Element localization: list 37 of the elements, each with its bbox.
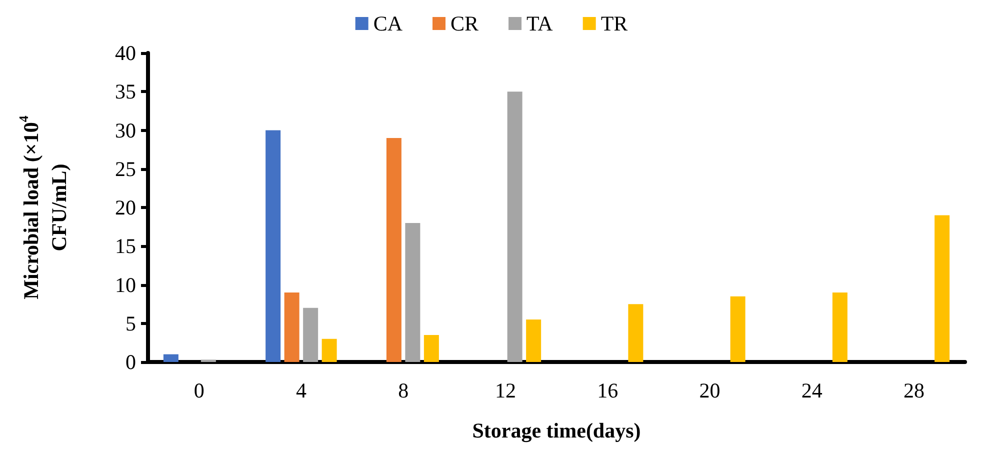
y-tick-label: 40 <box>115 41 136 65</box>
bar <box>832 292 848 362</box>
y-tick-label: 25 <box>115 156 136 181</box>
x-tick-label: 8 <box>398 378 409 402</box>
legend-label: TA <box>526 12 554 36</box>
bar <box>266 130 281 362</box>
bar <box>303 308 318 362</box>
bar <box>934 215 950 362</box>
legend-label: TR <box>600 12 628 36</box>
x-tick-label: 28 <box>903 378 924 402</box>
y-tick-label: 10 <box>115 272 136 297</box>
y-tick-label: 0 <box>126 350 136 374</box>
x-tick-label: 20 <box>699 378 720 402</box>
y-tick-label: 5 <box>126 311 136 336</box>
bar <box>405 222 420 362</box>
bar <box>628 304 644 362</box>
y-tick-label: 15 <box>115 234 136 258</box>
bar <box>424 334 439 362</box>
bar <box>284 292 300 362</box>
y-tick-label: 35 <box>115 80 136 104</box>
x-tick-label: 12 <box>494 378 516 402</box>
x-tick-label: 24 <box>801 378 823 402</box>
x-axis-title: Storage time(days) <box>472 418 641 442</box>
x-tick-label: 4 <box>296 378 307 402</box>
bar <box>526 320 542 362</box>
y-tick-label: 30 <box>115 118 136 142</box>
legend-label: CR <box>450 12 479 36</box>
bar <box>507 92 522 362</box>
bar <box>322 338 337 362</box>
text: Microbial load (×104 CFU/mL) <box>16 116 71 300</box>
x-tick-label: 0 <box>194 378 204 402</box>
bar <box>730 296 746 362</box>
bar <box>163 354 178 362</box>
bar <box>386 138 402 362</box>
y-tick-label: 20 <box>115 196 136 220</box>
legend-label: CA <box>373 12 404 36</box>
x-tick-label: 16 <box>597 378 618 402</box>
